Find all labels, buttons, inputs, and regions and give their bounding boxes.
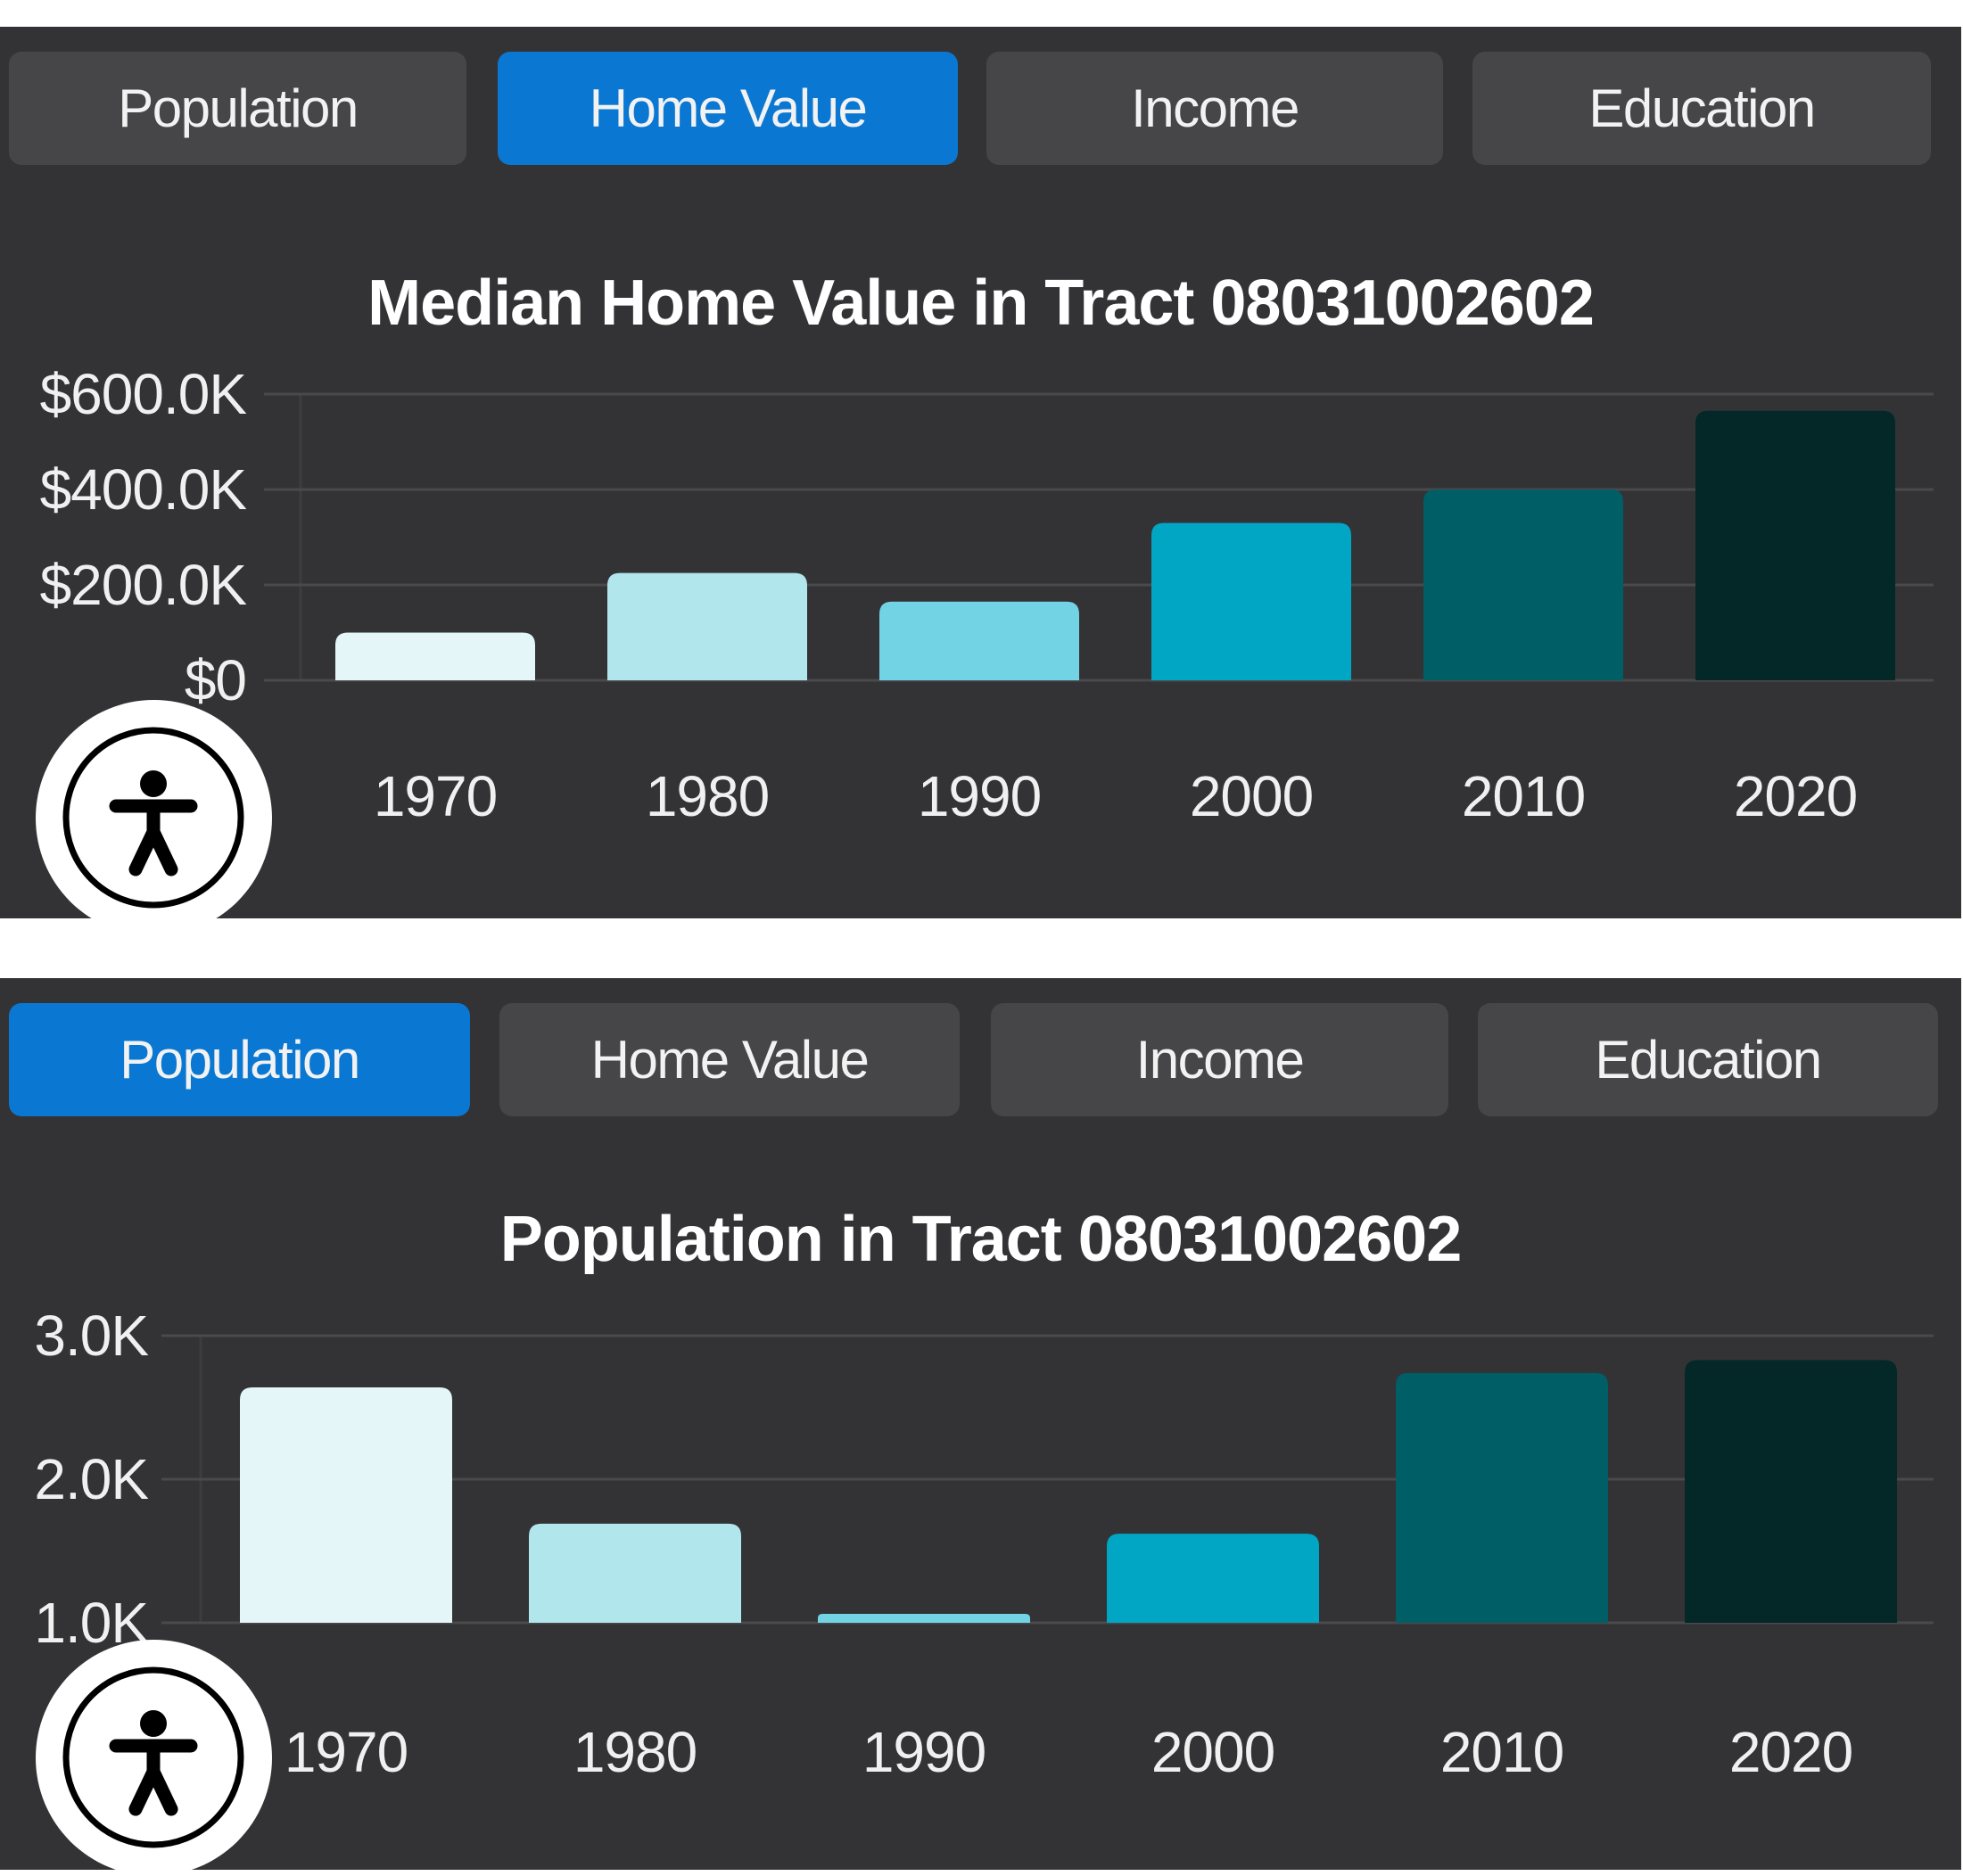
tab-population[interactable]: Population — [9, 1003, 470, 1116]
bar-1990 — [879, 601, 1079, 680]
bar-2010 — [1423, 490, 1623, 680]
home-value-bar-chart: $0 $200.0K $400.0K $600.0K 1970 1980 1990 2000 2… — [40, 362, 1934, 828]
x-tick-label: 2020 — [1734, 764, 1857, 828]
bar-1970 — [240, 1386, 452, 1623]
tab-home-value[interactable]: Home Value — [499, 1003, 960, 1116]
x-tick-label: 1980 — [646, 764, 769, 828]
x-tick-label: 2020 — [1729, 1720, 1852, 1784]
y-tick-label: 2.0K — [34, 1447, 148, 1511]
tab-education[interactable]: Education — [1472, 52, 1931, 165]
chart-title: Median Home Value in Tract 08031002602 — [367, 267, 1595, 339]
bar-1980 — [529, 1523, 741, 1623]
accessibility-button[interactable] — [36, 1640, 272, 1876]
y-tick-label: $400.0K — [40, 457, 247, 522]
x-tick-label: 2010 — [1440, 1720, 1563, 1784]
tab-population[interactable]: Population — [9, 52, 466, 165]
bar-2010 — [1396, 1372, 1608, 1623]
x-tick-label: 1980 — [573, 1720, 697, 1784]
chart-title: Population in Tract 08031002602 — [499, 1204, 1463, 1275]
home-value-panel: Population Home Value Income Education M… — [0, 27, 1961, 936]
y-tick-label: $200.0K — [40, 553, 247, 617]
x-tick-label: 2000 — [1190, 764, 1313, 828]
bar-2000 — [1107, 1534, 1319, 1623]
x-tick-label: 1970 — [285, 1720, 408, 1784]
tab-income[interactable]: Income — [986, 52, 1443, 165]
bar-1990 — [818, 1614, 1030, 1623]
x-tick-label: 1990 — [862, 1720, 986, 1784]
tab-home-value[interactable]: Home Value — [498, 52, 958, 165]
bar-1970 — [335, 632, 535, 680]
y-tick-label: $600.0K — [40, 362, 247, 426]
bar-2020 — [1695, 410, 1895, 680]
bar-2000 — [1151, 522, 1351, 680]
tab-education[interactable]: Education — [1478, 1003, 1938, 1116]
accessibility-person-icon — [62, 727, 244, 909]
y-tick-label: 3.0K — [34, 1304, 148, 1368]
accessibility-button[interactable] — [36, 700, 272, 936]
x-tick-label: 1990 — [918, 764, 1041, 828]
x-tick-label: 2010 — [1462, 764, 1585, 828]
tab-bar: Population Home Value Income Education — [0, 1003, 1961, 1116]
accessibility-person-icon — [62, 1666, 244, 1848]
bar-2020 — [1685, 1360, 1897, 1623]
tab-bar: Population Home Value Income Education — [0, 52, 1961, 165]
tab-income[interactable]: Income — [991, 1003, 1448, 1116]
bar-1980 — [607, 572, 807, 680]
x-tick-label: 1970 — [374, 764, 497, 828]
population-panel: Population Home Value Income Education P… — [0, 978, 1961, 1876]
y-tick-label: $0 — [185, 648, 246, 712]
x-tick-label: 2000 — [1151, 1720, 1274, 1784]
